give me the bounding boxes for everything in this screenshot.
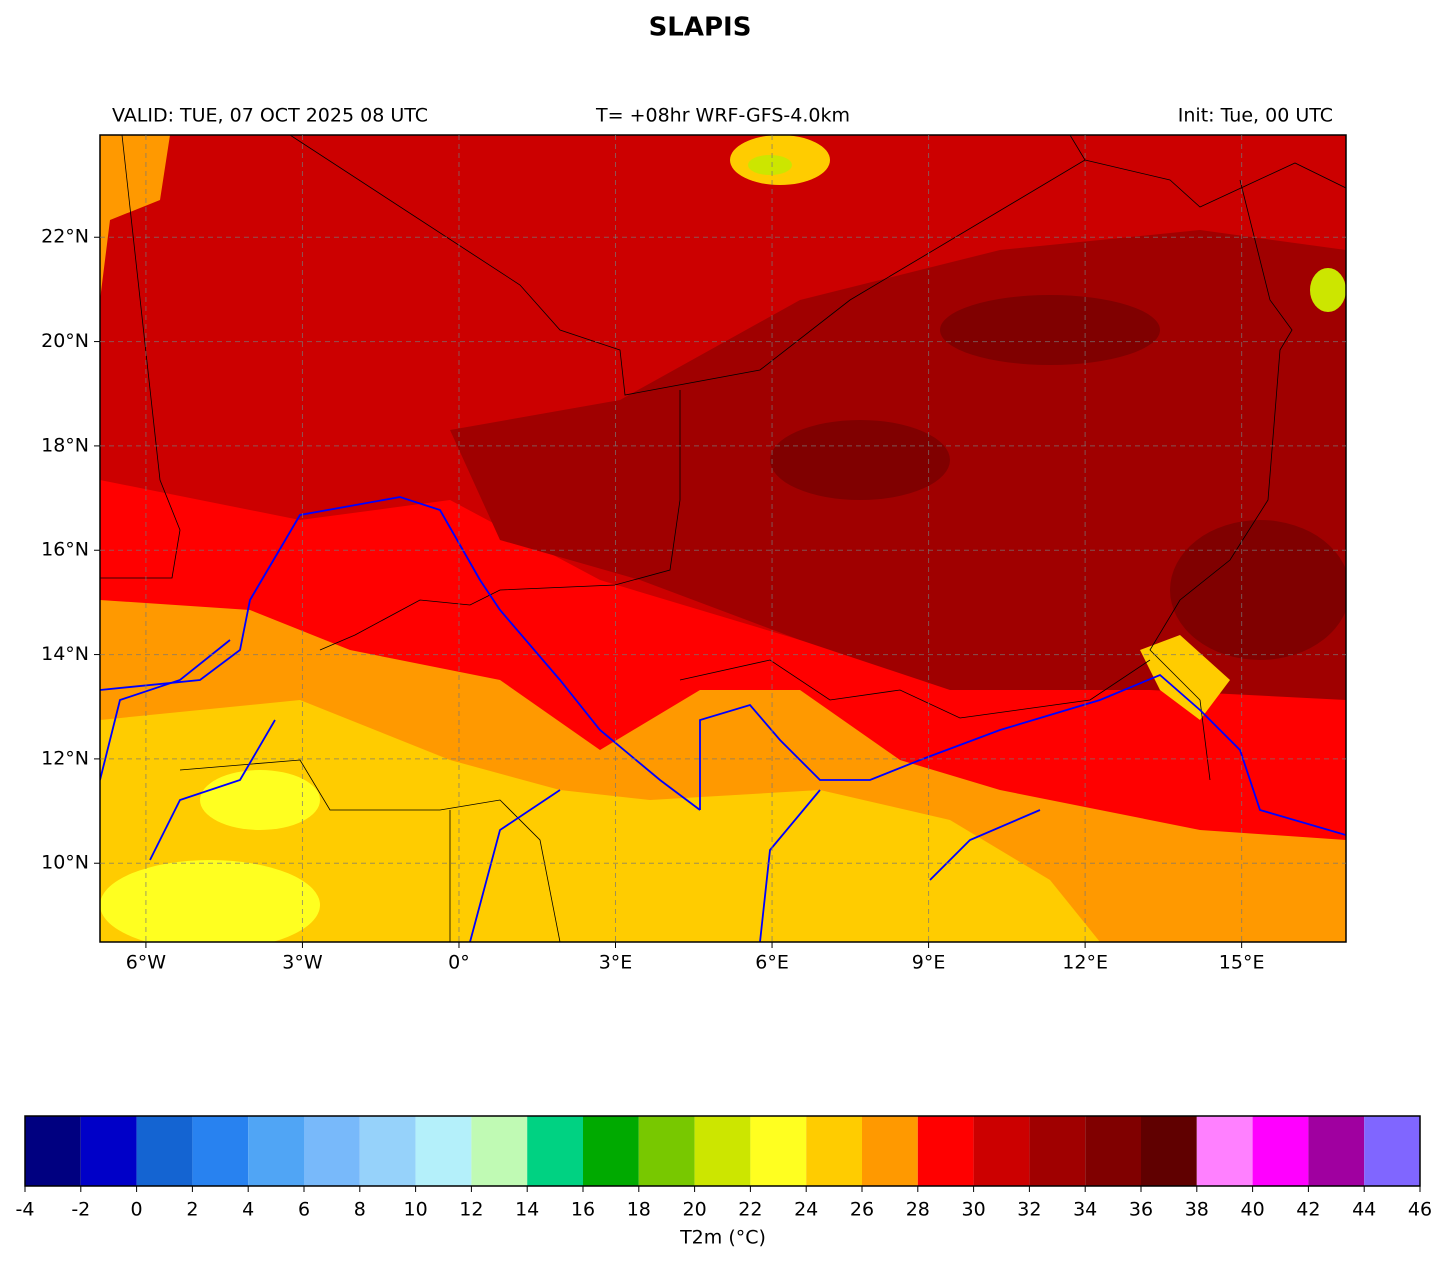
colorbar-bin	[862, 1116, 918, 1186]
y-tick-label: 22°N	[41, 226, 89, 248]
colorbar-bin	[415, 1116, 472, 1186]
valid-time: VALID: TUE, 07 OCT 2025 08 UTC	[112, 105, 428, 127]
colorbar-tick-label: 2	[186, 1199, 198, 1221]
colorbar-tick-label: -4	[16, 1199, 35, 1221]
colorbar-bin	[471, 1116, 528, 1186]
x-tick-label: 12°E	[1062, 952, 1108, 974]
init-time: Init: Tue, 00 UTC	[1178, 105, 1333, 127]
colorbar-tick-label: 14	[515, 1199, 539, 1221]
colorbar-label: T2m (°C)	[679, 1227, 766, 1249]
colorbar-tick-label: 18	[627, 1199, 651, 1221]
temperature-field	[100, 135, 1346, 942]
colorbar-bin	[973, 1116, 1030, 1186]
colorbar-bin	[1252, 1116, 1309, 1186]
colorbar-frame	[24, 1115, 1421, 1187]
x-tick-label: 3°W	[282, 952, 323, 974]
colorbar-tick-label: 12	[459, 1199, 483, 1221]
colorbar-bin	[192, 1116, 249, 1186]
colorbar-bin	[750, 1116, 807, 1186]
x-tick-label: 0°	[448, 952, 470, 974]
colorbar-bin	[917, 1116, 974, 1186]
colorbar-bin	[136, 1116, 193, 1186]
colorbar-tick-label: 8	[354, 1199, 366, 1221]
colorbar-tick-label: 42	[1296, 1199, 1320, 1221]
colorbar-tick-label: 16	[571, 1199, 595, 1221]
x-tick-label: 6°W	[126, 952, 167, 974]
colorbar-bin	[527, 1116, 583, 1186]
y-tick-label: 12°N	[41, 747, 89, 769]
colorbar-bin	[25, 1116, 81, 1186]
y-tick-label: 10°N	[41, 852, 89, 874]
y-tick-label: 16°N	[41, 539, 89, 561]
colorbar-bin	[248, 1116, 304, 1186]
colorbar-bin	[1196, 1116, 1253, 1186]
colorbar-tick-label: 30	[962, 1199, 986, 1221]
y-tick-label: 20°N	[41, 330, 89, 352]
y-tick-label: 14°N	[41, 643, 89, 665]
colorbar-bin	[304, 1116, 360, 1186]
colorbar-tick-label: 26	[850, 1199, 874, 1221]
colorbar-tick-label: 34	[1073, 1199, 1097, 1221]
title: SLAPIS	[649, 13, 752, 43]
y-tick-label: 18°N	[41, 434, 89, 456]
colorbar-tick-label: 0	[131, 1199, 143, 1221]
map-lines	[100, 135, 1346, 942]
colorbar-tick-label: 46	[1408, 1199, 1432, 1221]
x-tick-label: 3°E	[599, 952, 633, 974]
colorbar-tick-label: 4	[242, 1199, 254, 1221]
colorbar-tick-label: 24	[794, 1199, 818, 1221]
x-tick-label: 9°E	[912, 952, 946, 974]
colorbar-tick-label: 22	[738, 1199, 762, 1221]
colorbar-bin	[806, 1116, 862, 1186]
x-tick-label: 6°E	[755, 952, 789, 974]
colorbar-bin	[359, 1116, 416, 1186]
colorbar-bin	[1029, 1116, 1086, 1186]
colorbar-bin	[1308, 1116, 1365, 1186]
colorbar-tick-label: 40	[1241, 1199, 1265, 1221]
colorbar-tick-label: 38	[1185, 1199, 1209, 1221]
model-info: T= +08hr WRF-GFS-4.0km	[595, 105, 850, 127]
colorbar-tick-label: -2	[71, 1199, 90, 1221]
colorbar-tick-label: 20	[683, 1199, 707, 1221]
colorbar-bin	[80, 1116, 137, 1186]
colorbar-tick-label: 44	[1352, 1199, 1376, 1221]
colorbar-tick-label: 6	[298, 1199, 310, 1221]
colorbar-tick-label: 32	[1017, 1199, 1041, 1221]
colorbar-bin	[638, 1116, 695, 1186]
colorbar-bin	[1085, 1116, 1141, 1186]
colorbar-tick-label: 36	[1129, 1199, 1153, 1221]
colorbar-tick-label: 28	[906, 1199, 930, 1221]
colorbar-bin	[1141, 1116, 1197, 1186]
map-frame	[99, 134, 1347, 943]
x-tick-label: 15°E	[1219, 952, 1265, 974]
colorbar-tick-label: 10	[404, 1199, 428, 1221]
colorbar-bin	[583, 1116, 639, 1186]
colorbar-bin	[694, 1116, 751, 1186]
colorbar-bin	[1364, 1116, 1420, 1186]
